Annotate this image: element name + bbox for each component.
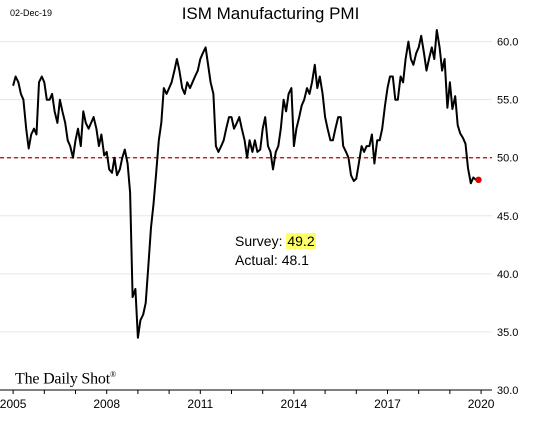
brand-logo: The Daily Shot® [15,370,116,388]
x-tick-label: 2011 [187,397,213,411]
y-tick-label: 60.0 [497,37,518,49]
pmi-series-line [12,29,477,339]
y-tick-label: 30.0 [497,385,518,397]
x-tick-label: 2014 [281,397,308,411]
chart-title: ISM Manufacturing PMI [181,4,360,23]
y-tick-label: 55.0 [497,95,518,107]
x-tick-label: 2017 [374,397,401,411]
x-tick-labels: 2005 2008 2011 2014 2017 2020 [0,397,495,411]
y-tick-label: 40.0 [497,269,518,281]
x-tick-label: 2008 [93,397,120,411]
y-tick-label: 35.0 [497,327,518,339]
y-tick-label: 45.0 [497,211,518,223]
actual-annotation: Actual: 48.1 [235,252,309,268]
y-tick-labels: 30.0 35.0 40.0 45.0 50.0 55.0 60.0 [497,37,518,397]
y-gridlines [0,41,492,391]
survey-annotation: Survey: 49.2 [235,233,316,249]
brand-mark: ® [109,370,116,379]
x-tick-marks [12,390,482,394]
x-tick-label: 2020 [468,397,495,411]
y-tick-label: 50.0 [497,153,518,165]
actual-value: 48.1 [281,252,309,268]
survey-label: Survey: [235,233,283,249]
report-date: 02-Dec-19 [10,8,53,18]
actual-value-dot [475,176,482,184]
x-tick-label: 2005 [0,397,27,411]
survey-value: 49.2 [286,233,316,249]
actual-label: Actual: [235,252,278,268]
brand-name: The Daily Shot [15,370,110,388]
